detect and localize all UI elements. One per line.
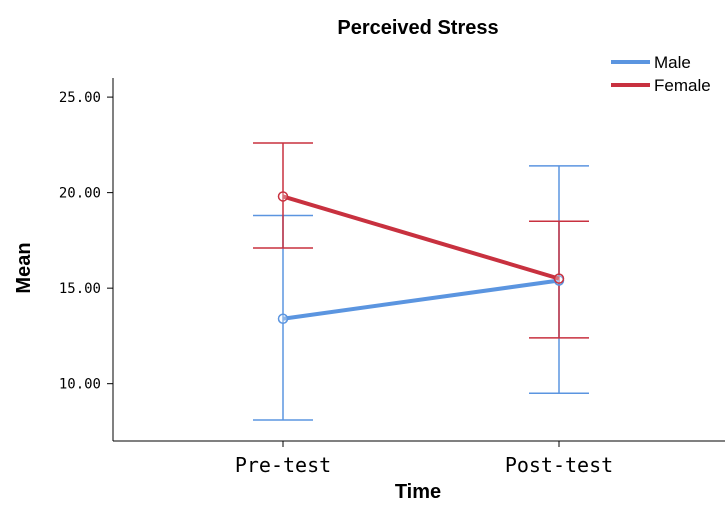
data-point-male xyxy=(277,313,289,324)
x-tick-label: Post-test xyxy=(505,453,613,477)
series-female xyxy=(253,142,589,339)
x-tick-label: Pre-test xyxy=(235,453,331,477)
data-point-female xyxy=(277,191,289,202)
series-line-male xyxy=(282,278,560,321)
y-tick-label: 10.00 xyxy=(59,377,101,393)
x-ticks: Pre-test Post-test xyxy=(235,441,613,477)
chart-title: Perceived Stress xyxy=(337,17,498,39)
legend: Male Female xyxy=(611,53,711,95)
series-line-group-female xyxy=(277,191,565,284)
series-line-group-male xyxy=(277,275,565,324)
y-ticks: 10.00 15.00 20.00 25.00 xyxy=(59,90,113,393)
y-tick-label: 25.00 xyxy=(59,90,101,106)
y-tick-label: 15.00 xyxy=(59,281,101,297)
series-layer xyxy=(253,142,589,421)
y-tick-label: 20.00 xyxy=(59,186,101,202)
legend-label-female: Female xyxy=(654,76,711,95)
data-point-female xyxy=(553,273,565,284)
legend-label-male: Male xyxy=(654,53,691,72)
y-axis-title: Mean xyxy=(13,242,35,293)
x-axis-title: Time xyxy=(395,481,441,503)
series-line-female xyxy=(282,194,560,281)
